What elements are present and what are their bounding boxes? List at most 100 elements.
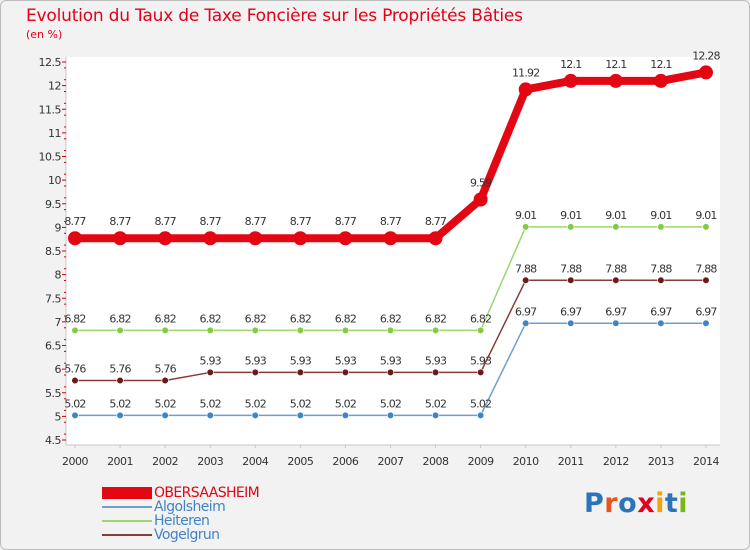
data-point xyxy=(431,368,440,377)
data-label: 5.02 xyxy=(64,397,85,410)
data-label: 5.02 xyxy=(109,397,130,410)
data-label: 7.88 xyxy=(650,262,672,275)
y-tick-label: 12 xyxy=(48,80,61,93)
legend-label: Heiteren xyxy=(154,513,210,529)
x-tick-label: 2006 xyxy=(332,455,358,468)
logo-letter: i xyxy=(678,488,689,519)
y-tick-label: 9 xyxy=(55,221,62,234)
data-label: 5.02 xyxy=(425,397,446,410)
y-tick-label: 6.5 xyxy=(45,340,61,353)
data-point xyxy=(161,326,169,334)
data-point xyxy=(657,223,665,231)
y-tick-label: 8 xyxy=(55,269,62,282)
data-point xyxy=(567,276,575,284)
data-point xyxy=(116,326,124,334)
data-label: 7.88 xyxy=(560,262,582,275)
data-label: 12.1 xyxy=(605,58,626,71)
data-label: 11.92 xyxy=(512,66,540,79)
data-label: 8.77 xyxy=(109,215,131,228)
data-label: 6.97 xyxy=(695,305,717,318)
data-label: 9.01 xyxy=(515,209,536,222)
data-label: 6.82 xyxy=(245,312,266,325)
x-tick-label: 2012 xyxy=(603,455,629,468)
y-tick-label: 4.5 xyxy=(45,434,61,447)
data-label: 7.88 xyxy=(515,262,537,275)
x-tick-label: 2004 xyxy=(242,455,268,468)
x-tick-label: 2005 xyxy=(287,455,313,468)
y-tick-label: 11 xyxy=(48,127,61,140)
data-point xyxy=(386,326,395,334)
y-tick-label: 10 xyxy=(48,174,61,187)
data-label: 5.02 xyxy=(470,397,491,410)
data-label: 8.77 xyxy=(335,215,357,228)
data-point xyxy=(477,368,485,377)
data-point xyxy=(341,326,350,334)
data-point xyxy=(338,231,353,246)
data-label: 9.01 xyxy=(560,209,581,222)
data-label: 9.01 xyxy=(650,209,671,222)
legend: OBERSAASHEIM Algolsheim Heiteren Vogelgr… xyxy=(102,486,362,542)
data-point xyxy=(518,82,533,97)
data-label: 5.93 xyxy=(470,354,492,367)
legend-swatch-heiteren xyxy=(102,520,152,522)
data-point xyxy=(612,223,620,231)
data-point xyxy=(608,73,623,88)
logo-letter: P xyxy=(584,488,605,519)
data-label: 12.28 xyxy=(692,49,720,62)
data-point xyxy=(68,231,82,246)
data-label: 9.59 xyxy=(470,176,492,189)
data-point xyxy=(657,319,665,327)
data-label: 8.77 xyxy=(245,215,267,228)
data-label: 6.82 xyxy=(64,312,85,325)
data-point xyxy=(341,368,350,377)
data-point xyxy=(428,231,443,246)
data-point xyxy=(563,73,578,88)
data-point xyxy=(161,376,169,385)
data-point xyxy=(113,231,128,246)
data-label: 7.88 xyxy=(695,262,717,275)
y-tick-label: 7 xyxy=(55,316,62,329)
data-label: 8.77 xyxy=(380,215,402,228)
data-point xyxy=(296,326,304,334)
x-tick-label: 2000 xyxy=(62,455,88,468)
data-point xyxy=(296,411,304,420)
data-point xyxy=(477,326,485,334)
data-point xyxy=(473,192,488,207)
legend-swatch-vogelgrun xyxy=(102,534,152,536)
data-label: 8.77 xyxy=(200,215,222,228)
data-point xyxy=(431,411,440,420)
data-point xyxy=(702,319,710,327)
data-point xyxy=(206,368,214,377)
data-point xyxy=(702,223,710,231)
data-point xyxy=(522,276,530,284)
data-label: 5.93 xyxy=(425,354,447,367)
logo-letter: i xyxy=(655,488,665,519)
logo-letter: x xyxy=(637,488,656,519)
data-label: 6.82 xyxy=(470,312,491,325)
data-label: 5.93 xyxy=(245,354,267,367)
data-point xyxy=(522,223,530,231)
legend-item-vogelgrun: Vogelgrun xyxy=(102,528,362,542)
data-label: 5.93 xyxy=(380,354,402,367)
y-tick-label: 8.5 xyxy=(45,245,61,258)
data-label: 5.76 xyxy=(154,362,176,375)
x-tick-label: 2003 xyxy=(197,455,223,468)
data-point xyxy=(116,411,124,420)
data-point xyxy=(612,276,620,284)
data-label: 9.01 xyxy=(695,209,716,222)
data-label: 6.82 xyxy=(154,312,175,325)
data-label: 5.02 xyxy=(335,397,356,410)
data-label: 6.82 xyxy=(335,312,356,325)
legend-label: Vogelgrun xyxy=(154,527,220,543)
data-label: 6.97 xyxy=(605,305,627,318)
logo-letter: t xyxy=(664,488,679,519)
x-tick-label: 2008 xyxy=(423,455,449,468)
data-point xyxy=(698,65,713,80)
data-point xyxy=(206,326,214,334)
data-label: 5.02 xyxy=(200,397,221,410)
data-label: 6.97 xyxy=(650,305,672,318)
data-point xyxy=(567,223,575,231)
data-label: 6.82 xyxy=(425,312,446,325)
data-point xyxy=(71,411,79,420)
